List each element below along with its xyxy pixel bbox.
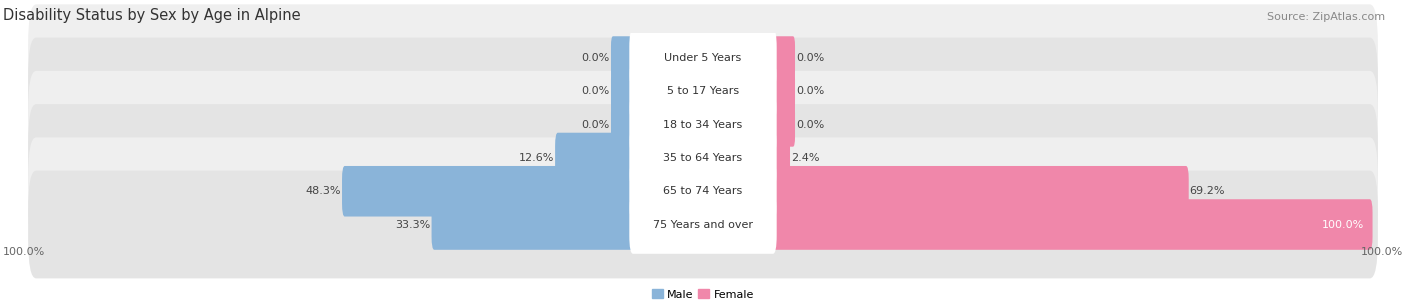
Text: 0.0%: 0.0% [582, 53, 610, 63]
Text: 0.0%: 0.0% [796, 87, 824, 96]
FancyBboxPatch shape [28, 104, 1378, 212]
FancyBboxPatch shape [770, 103, 794, 147]
Text: 100.0%: 100.0% [3, 247, 45, 257]
Text: Disability Status by Sex by Age in Alpine: Disability Status by Sex by Age in Alpin… [3, 8, 301, 23]
Text: 18 to 34 Years: 18 to 34 Years [664, 120, 742, 130]
Text: 75 Years and over: 75 Years and over [652, 220, 754, 230]
Text: 0.0%: 0.0% [582, 87, 610, 96]
FancyBboxPatch shape [630, 29, 776, 88]
FancyBboxPatch shape [630, 129, 776, 187]
Text: Under 5 Years: Under 5 Years [665, 53, 741, 63]
FancyBboxPatch shape [770, 133, 790, 183]
Text: 100.0%: 100.0% [1322, 220, 1365, 230]
FancyBboxPatch shape [28, 137, 1378, 245]
FancyBboxPatch shape [630, 162, 776, 221]
FancyBboxPatch shape [770, 166, 1188, 217]
FancyBboxPatch shape [28, 71, 1378, 179]
Text: 0.0%: 0.0% [796, 53, 824, 63]
FancyBboxPatch shape [612, 103, 636, 147]
FancyBboxPatch shape [555, 133, 636, 183]
FancyBboxPatch shape [770, 36, 794, 80]
FancyBboxPatch shape [28, 170, 1378, 278]
FancyBboxPatch shape [612, 36, 636, 80]
Legend: Male, Female: Male, Female [652, 289, 754, 300]
Text: 2.4%: 2.4% [790, 153, 820, 163]
FancyBboxPatch shape [770, 70, 794, 113]
FancyBboxPatch shape [342, 166, 636, 217]
FancyBboxPatch shape [612, 70, 636, 113]
Text: 33.3%: 33.3% [395, 220, 430, 230]
Text: 100.0%: 100.0% [1361, 247, 1403, 257]
FancyBboxPatch shape [630, 95, 776, 154]
FancyBboxPatch shape [770, 199, 1372, 250]
Text: 0.0%: 0.0% [582, 120, 610, 130]
Text: 35 to 64 Years: 35 to 64 Years [664, 153, 742, 163]
FancyBboxPatch shape [28, 38, 1378, 145]
Text: 69.2%: 69.2% [1189, 186, 1225, 196]
Text: 65 to 74 Years: 65 to 74 Years [664, 186, 742, 196]
Text: 48.3%: 48.3% [307, 186, 342, 196]
Text: 0.0%: 0.0% [796, 120, 824, 130]
Text: 12.6%: 12.6% [519, 153, 554, 163]
FancyBboxPatch shape [432, 199, 636, 250]
Text: 5 to 17 Years: 5 to 17 Years [666, 87, 740, 96]
FancyBboxPatch shape [630, 62, 776, 121]
FancyBboxPatch shape [28, 4, 1378, 112]
FancyBboxPatch shape [630, 195, 776, 254]
Text: Source: ZipAtlas.com: Source: ZipAtlas.com [1267, 12, 1385, 22]
